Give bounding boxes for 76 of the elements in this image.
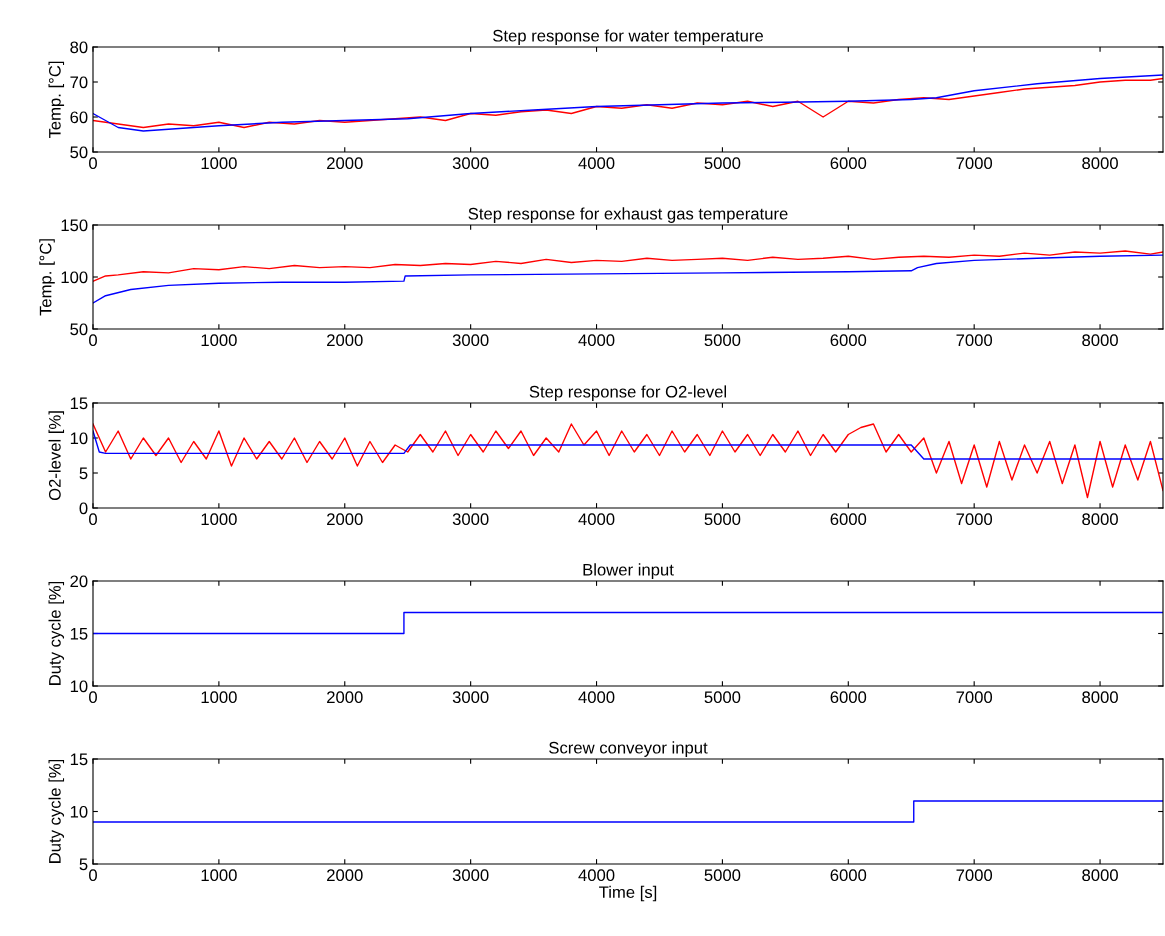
- x-tick-label: 1000: [201, 869, 237, 882]
- x-tick-label: 2000: [327, 513, 363, 526]
- x-tick-label: 2000: [327, 334, 363, 347]
- x-tick-label: 3000: [452, 513, 489, 526]
- x-tick-label: 1000: [201, 334, 237, 347]
- x-tick-label: 1000: [201, 513, 237, 526]
- x-tick-label: 8000: [1082, 691, 1118, 704]
- x-tick-label: 8000: [1082, 157, 1118, 170]
- x-tick-label: 0: [89, 157, 97, 170]
- x-tick-label: 6000: [830, 334, 867, 347]
- y-tick-label: 15: [70, 753, 88, 766]
- y-tick-label: 80: [70, 41, 88, 54]
- x-tick-label: 4000: [578, 869, 615, 882]
- x-tick-label: 3000: [452, 157, 489, 170]
- x-tick-label: 5000: [704, 157, 741, 170]
- x-tick-label: 6000: [830, 513, 867, 526]
- y-tick-label: 100: [61, 271, 88, 284]
- x-tick-label: 6000: [830, 691, 867, 704]
- x-tick-label: 6000: [830, 869, 867, 882]
- y-tick-label: 150: [61, 219, 88, 232]
- x-tick-label: 4000: [578, 691, 615, 704]
- x-tick-label: 1000: [201, 691, 237, 704]
- chart-title: Step response for water temperature: [493, 29, 763, 45]
- x-tick-label: 0: [89, 513, 97, 526]
- y-tick-label: 5: [79, 858, 88, 871]
- x-tick-label: 3000: [452, 869, 489, 882]
- x-tick-label: 1000: [201, 157, 237, 170]
- y-tick-label: 70: [70, 76, 88, 89]
- x-tick-label: 7000: [956, 157, 993, 170]
- y-tick-label: 10: [70, 805, 88, 818]
- x-tick-label: 7000: [956, 869, 993, 882]
- x-tick-label: 4000: [578, 334, 615, 347]
- line-series: [93, 423, 1163, 499]
- x-tick-label: 8000: [1082, 334, 1118, 347]
- x-tick-label: 7000: [956, 691, 993, 704]
- x-tick-label: 2000: [327, 157, 363, 170]
- x-axis-title: Time [s]: [599, 885, 657, 902]
- y-axis-title: Duty cycle [%]: [48, 759, 65, 863]
- x-tick-label: 5000: [704, 513, 741, 526]
- chart-title: Step response for exhaust gas temperature: [468, 207, 788, 223]
- x-tick-label: 2000: [327, 869, 363, 882]
- y-axis-title: Duty cycle [%]: [48, 581, 65, 685]
- y-tick-label: 5: [79, 467, 88, 480]
- y-tick-label: 15: [70, 628, 88, 640]
- x-tick-label: 8000: [1082, 869, 1118, 882]
- x-tick-label: 3000: [452, 691, 489, 704]
- x-tick-label: 8000: [1082, 513, 1118, 526]
- x-tick-label: 6000: [830, 157, 867, 170]
- y-tick-label: 50: [70, 146, 88, 159]
- y-tick-label: 10: [70, 432, 88, 445]
- x-tick-label: 4000: [578, 157, 615, 170]
- x-tick-label: 5000: [704, 691, 741, 704]
- y-tick-label: 50: [70, 323, 88, 336]
- y-tick-label: 0: [79, 502, 88, 515]
- y-tick-label: 15: [70, 397, 88, 410]
- y-tick-label: 20: [70, 575, 88, 588]
- y-tick-label: 60: [70, 111, 88, 124]
- chart-title: Blower input: [583, 563, 674, 579]
- y-tick-label: 10: [70, 680, 88, 693]
- y-axis-title: O2-level [%]: [48, 411, 65, 501]
- line-series: [93, 250, 1163, 282]
- x-tick-label: 4000: [578, 513, 615, 526]
- x-tick-label: 5000: [704, 334, 741, 347]
- x-tick-label: 3000: [452, 334, 489, 347]
- x-tick-label: 0: [89, 869, 97, 882]
- x-tick-label: 7000: [956, 334, 993, 347]
- chart-title: Screw conveyor input: [549, 741, 708, 757]
- x-tick-label: 5000: [704, 869, 741, 882]
- x-tick-label: 7000: [956, 513, 993, 526]
- x-tick-label: 0: [89, 334, 97, 347]
- y-axis-title: Temp. [°C]: [39, 239, 55, 316]
- line-series: [93, 254, 1163, 304]
- x-tick-label: 2000: [327, 691, 363, 704]
- chart-title: Step response for O2-level: [529, 385, 727, 401]
- y-axis-title: Temp. [°C]: [48, 61, 65, 139]
- x-tick-label: 0: [89, 691, 97, 704]
